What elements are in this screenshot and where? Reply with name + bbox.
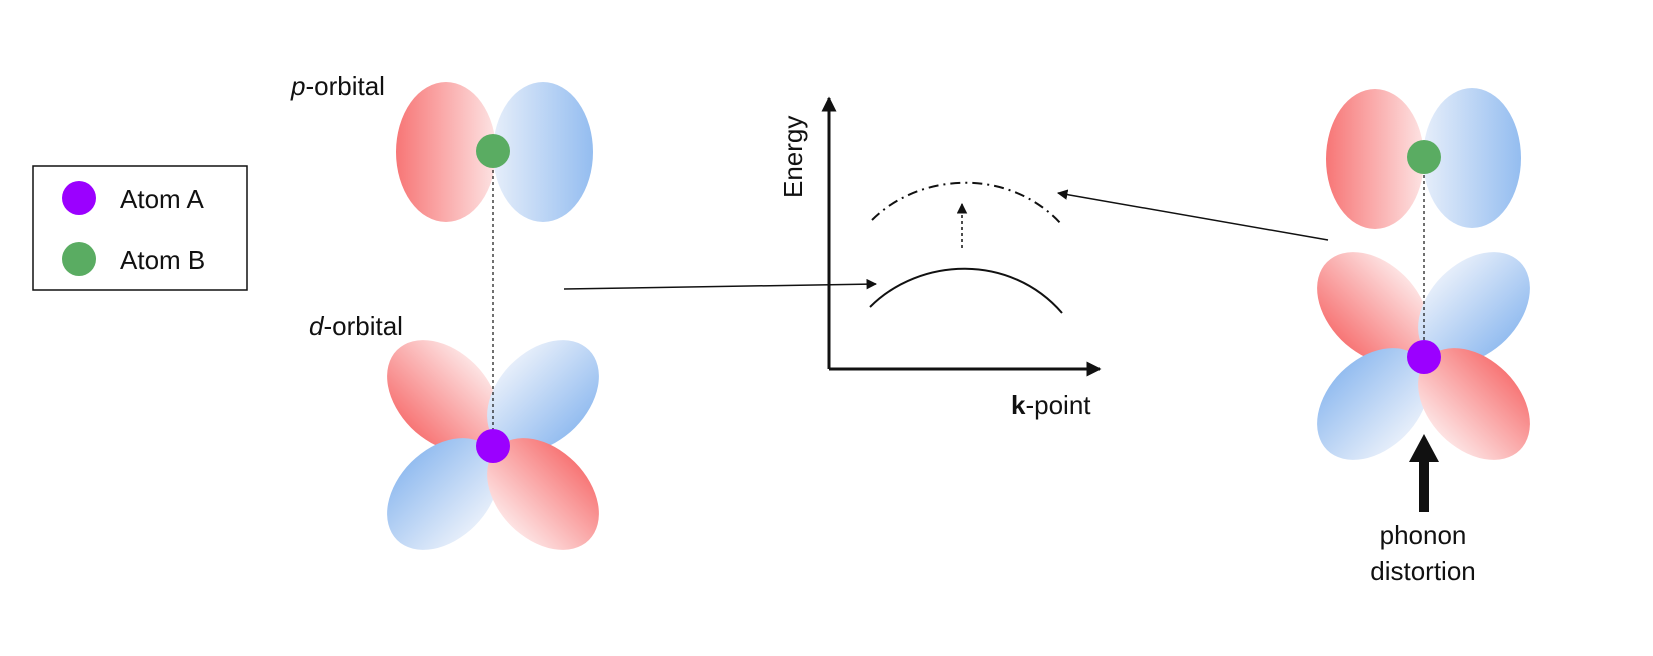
arrow-right-to-band [1056,189,1329,241]
d-lobe-red-upper-right [1317,252,1429,364]
legend-marker-atom-b [62,242,96,276]
legend-marker-atom-a [62,181,96,215]
left-structure: p-orbital d-orbital [290,71,599,550]
arrow-left-to-band [563,278,878,290]
atom-b-right [1407,140,1441,174]
band-original [869,267,1063,314]
d-lobe-red-upper [387,340,499,452]
p-lobe-blue [493,82,593,222]
legend: Atom A Atom B [32,165,248,291]
d-orbital-right [1317,252,1530,460]
d-lobe-red-lower [487,438,599,550]
phonon-arrow [1409,434,1439,512]
d-lobe-blue-lower-right [1317,348,1429,460]
p-orbital-label-rest: -orbital [305,71,384,101]
phonon-caption-line1: phonon [1380,520,1467,550]
phonon-arrow-shaft [1419,460,1429,512]
d-lobe-blue-lower [387,438,499,550]
p-orbital-left [396,82,593,222]
x-axis-label: k-point [1011,390,1091,420]
d-orbital-left [387,340,599,550]
d-orbital-label: d-orbital [309,311,403,341]
d-lobe-blue-upper [487,340,599,452]
legend-label-atom-a: Atom A [120,184,204,214]
atom-a-left [476,429,510,463]
atom-a-right [1407,340,1441,374]
d-orbital-label-rest: -orbital [323,311,402,341]
phonon-caption-line2: distortion [1370,556,1476,586]
d-lobe-red-lower-right [1418,348,1530,460]
legend-label-atom-b: Atom B [120,245,205,275]
atom-b-left [476,134,510,168]
d-lobe-blue-upper-right [1418,252,1530,364]
p-lobe-red [396,82,496,222]
x-axis-label-bold: k [1011,390,1026,420]
p-lobe-red-right [1326,89,1424,229]
y-axis-label: Energy [778,116,808,198]
p-orbital-label-italic: p [290,71,305,101]
p-orbital-label: p-orbital [290,71,385,101]
phonon-arrow-head [1409,434,1439,462]
p-lobe-blue-right [1423,88,1521,228]
band-shifted [871,181,1063,226]
p-orbital-right [1326,88,1521,229]
x-axis-label-rest: -point [1025,390,1091,420]
d-orbital-label-italic: d [309,311,325,341]
right-structure: phonon distortion [1317,88,1530,586]
band-plot: Energy k-point [778,96,1102,420]
